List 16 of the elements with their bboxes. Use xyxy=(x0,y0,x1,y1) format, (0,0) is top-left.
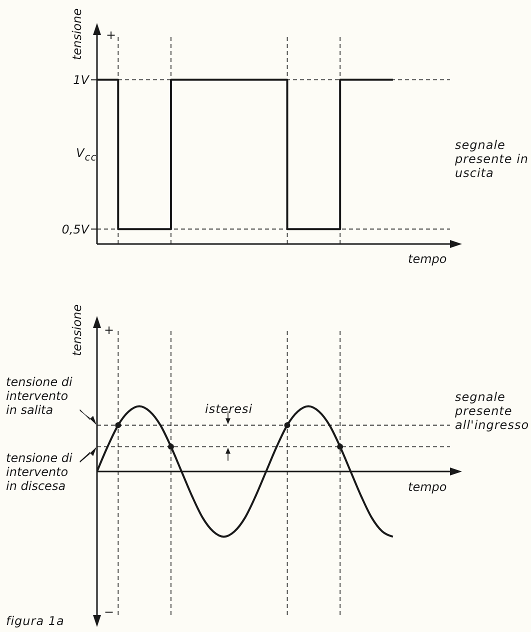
text: − xyxy=(104,605,115,619)
y-axis-title: tensione xyxy=(70,303,84,356)
y-tick-label: 0,5V xyxy=(62,222,90,236)
y-axis-title: tensione xyxy=(70,7,84,60)
text: + xyxy=(104,323,115,337)
x-axis-title: tempo xyxy=(408,252,447,266)
annotation: V$_{cc}$ xyxy=(76,146,97,166)
text: figura 1a xyxy=(6,614,64,628)
legend-label: tensione di intervento in discesa xyxy=(6,450,74,493)
text: segnale presente in uscita xyxy=(455,138,530,180)
y-tick-label: 1V xyxy=(73,73,90,88)
ref-line-label: tensione di intervento in salita xyxy=(6,375,74,418)
x-axis-title: tempo xyxy=(408,480,447,494)
text: segnale presente all'ingresso xyxy=(455,390,530,432)
annotation: + xyxy=(106,28,117,42)
annotation: isteresi xyxy=(205,402,253,416)
